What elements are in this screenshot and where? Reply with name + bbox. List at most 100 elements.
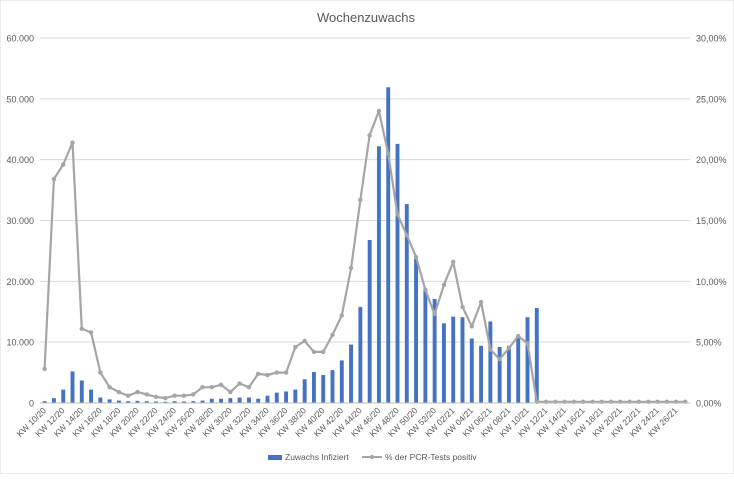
bar	[469, 338, 474, 403]
line-point	[228, 389, 233, 395]
line-point	[107, 384, 112, 390]
bar	[79, 380, 84, 403]
y-tick-label: 0	[29, 399, 34, 409]
bar	[181, 401, 186, 403]
line-point	[367, 133, 372, 138]
bar	[98, 397, 103, 403]
bar	[349, 344, 354, 403]
line-point	[200, 384, 205, 390]
line-point	[395, 212, 400, 217]
bar	[506, 345, 511, 403]
line-point	[61, 162, 66, 167]
y-tick-label: 30.000	[6, 216, 34, 226]
legend-swatch-marker	[369, 454, 375, 460]
line-point	[488, 347, 493, 352]
legend-label-bar: Zuwachs Infiziert	[285, 452, 349, 462]
bar	[191, 401, 196, 403]
bar	[488, 321, 493, 403]
bar	[311, 371, 316, 403]
bar	[172, 401, 177, 403]
bar	[293, 389, 298, 403]
y-tick-label: 60.000	[6, 34, 34, 44]
y2-tick-label: 30,00%	[696, 34, 727, 44]
legend-swatch-bar	[268, 455, 282, 460]
line-point	[330, 332, 335, 338]
line-point	[274, 370, 279, 375]
line-point	[163, 395, 168, 401]
bar	[479, 345, 484, 403]
line-point	[51, 176, 57, 182]
line-point	[135, 389, 140, 395]
bar	[200, 400, 205, 403]
y2-tick-label: 15,00%	[696, 216, 727, 226]
line-point	[283, 370, 289, 375]
bar	[51, 398, 56, 403]
bar	[209, 398, 214, 403]
y-tick-label: 10.000	[6, 338, 34, 348]
bar	[42, 401, 47, 403]
bar	[219, 398, 224, 403]
bar	[228, 398, 233, 403]
line-point	[376, 108, 382, 114]
bar	[441, 323, 446, 403]
bar	[525, 317, 530, 403]
y2-tick-label: 10,00%	[696, 277, 727, 287]
y2-tick-label: 20,00%	[696, 155, 727, 165]
line-point	[497, 357, 502, 362]
line-point	[181, 393, 187, 398]
bar	[497, 347, 502, 403]
bar	[367, 239, 372, 403]
bar	[256, 398, 261, 403]
line-point	[469, 324, 474, 329]
line-point	[460, 304, 465, 310]
bar-series	[42, 87, 539, 404]
line-point	[265, 372, 270, 378]
bar	[107, 399, 112, 403]
line-point	[525, 341, 530, 346]
bar	[395, 143, 400, 403]
bar	[274, 392, 279, 403]
line-point	[441, 282, 447, 288]
bar	[163, 401, 168, 403]
line-point	[144, 392, 149, 397]
line-point	[358, 197, 363, 203]
bar	[339, 360, 344, 403]
bar	[284, 391, 289, 403]
legend: Zuwachs Infiziert % der PCR-Tests positiv	[268, 452, 477, 462]
line-point	[153, 394, 159, 400]
line-point	[321, 349, 326, 355]
bar	[330, 370, 335, 403]
line-point	[311, 349, 317, 355]
bar	[154, 401, 159, 403]
bar	[460, 317, 465, 403]
y2-tick-label: 5,00%	[696, 338, 722, 348]
bar	[144, 401, 149, 403]
bar	[237, 397, 242, 403]
line-point	[423, 287, 428, 293]
bar	[376, 146, 381, 404]
legend-label-line: % der PCR-Tests positiv	[385, 452, 477, 462]
line-point	[302, 338, 307, 344]
line-point	[339, 313, 344, 318]
bar	[116, 400, 121, 403]
bar	[451, 316, 456, 403]
bar	[302, 379, 307, 403]
bar	[414, 258, 419, 403]
line-point	[413, 254, 419, 260]
line-point	[451, 259, 456, 265]
line-point	[432, 311, 437, 317]
bar	[534, 308, 539, 403]
line-point	[98, 370, 103, 375]
y2-tick-label: 25,00%	[696, 94, 727, 104]
bar	[126, 401, 131, 403]
line-point	[348, 265, 354, 271]
bar	[358, 306, 363, 403]
line-point	[42, 366, 47, 372]
line-path	[43, 109, 686, 403]
bar	[61, 389, 66, 403]
line-point	[478, 299, 484, 305]
line-point	[237, 381, 242, 386]
line-point	[516, 333, 521, 339]
bar	[265, 395, 270, 403]
